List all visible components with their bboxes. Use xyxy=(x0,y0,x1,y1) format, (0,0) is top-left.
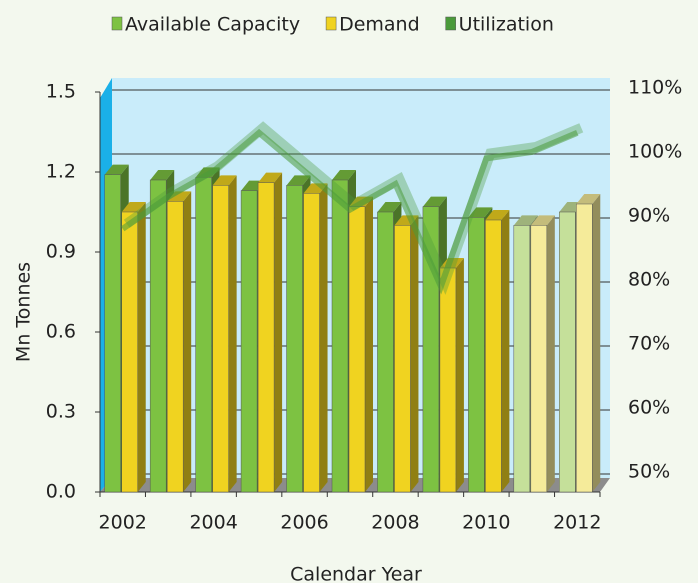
bar-top xyxy=(377,202,402,212)
bar xyxy=(513,225,531,493)
bar-top xyxy=(485,210,510,220)
bar-top xyxy=(468,207,493,218)
y-tick-label: 1.2 xyxy=(46,161,76,183)
bar xyxy=(104,174,121,493)
bar-top xyxy=(576,194,601,204)
bar xyxy=(331,179,349,493)
bar-top xyxy=(258,172,283,183)
bar-side xyxy=(137,202,146,492)
bar xyxy=(240,190,258,493)
bar-side xyxy=(501,210,510,492)
bar-side xyxy=(365,196,373,492)
bar-side xyxy=(183,191,192,493)
x-tick-label: 2008 xyxy=(371,512,419,534)
bar xyxy=(195,177,212,493)
y2-tick-label: 90% xyxy=(628,205,670,227)
y-tick-label: 0.6 xyxy=(46,321,76,343)
bar xyxy=(212,185,229,493)
bar xyxy=(348,206,366,493)
bar xyxy=(166,201,184,493)
legend-label: Available Capacity xyxy=(125,14,300,36)
bar-top xyxy=(286,175,311,186)
line xyxy=(121,128,579,295)
bar xyxy=(286,185,303,493)
x-tick-label: 2010 xyxy=(462,512,510,534)
bar xyxy=(149,179,167,493)
y-tick-label: 0.9 xyxy=(46,241,76,263)
bar xyxy=(303,193,320,493)
bar xyxy=(377,211,394,493)
legend-swatch xyxy=(325,16,337,31)
y2-tick-label: 70% xyxy=(628,333,670,355)
y-tick-label: 0.3 xyxy=(46,401,76,423)
bar xyxy=(257,182,275,493)
bar xyxy=(485,219,502,493)
bar-top xyxy=(513,215,538,226)
x-tick-label: 2006 xyxy=(280,512,328,534)
bar-top xyxy=(121,202,146,212)
x-axis-title: Calendar Year xyxy=(290,564,422,583)
bar-side xyxy=(546,215,555,493)
y-tick-label: 0.0 xyxy=(46,481,76,503)
y-axis-title: Mn Tonnes xyxy=(13,262,35,362)
legend-label: Utilization xyxy=(459,14,554,36)
bar xyxy=(121,211,138,493)
bar-side xyxy=(455,258,464,492)
bar-top xyxy=(530,215,555,226)
x-tick-label: 2012 xyxy=(553,512,601,534)
y2-tick-label: 110% xyxy=(628,77,682,99)
legend-label: Demand xyxy=(339,14,420,36)
bar xyxy=(576,203,593,493)
x-tick-label: 2002 xyxy=(99,512,147,534)
bar-top xyxy=(422,196,447,207)
bar xyxy=(394,225,411,493)
x-tick-label: 2004 xyxy=(189,512,237,534)
bar-top xyxy=(150,170,175,180)
y2-tick-label: 50% xyxy=(628,461,670,483)
bar-top xyxy=(104,164,129,175)
bar-side xyxy=(410,215,419,493)
bar xyxy=(559,211,576,493)
y2-tick-label: 80% xyxy=(628,269,670,291)
bar xyxy=(468,217,485,493)
bar-side xyxy=(274,172,283,492)
y-tick-label: 1.5 xyxy=(46,81,76,103)
bar xyxy=(439,267,457,493)
bar-side xyxy=(319,183,328,493)
y2-tick-label: 60% xyxy=(628,397,670,419)
bar-side xyxy=(592,194,601,492)
legend-swatch xyxy=(445,16,456,31)
bar xyxy=(530,225,548,493)
bar-side xyxy=(228,175,237,493)
bar-top xyxy=(212,175,237,186)
bar-top xyxy=(332,170,356,180)
legend-swatch xyxy=(111,16,123,31)
y2-tick-label: 100% xyxy=(628,141,682,163)
